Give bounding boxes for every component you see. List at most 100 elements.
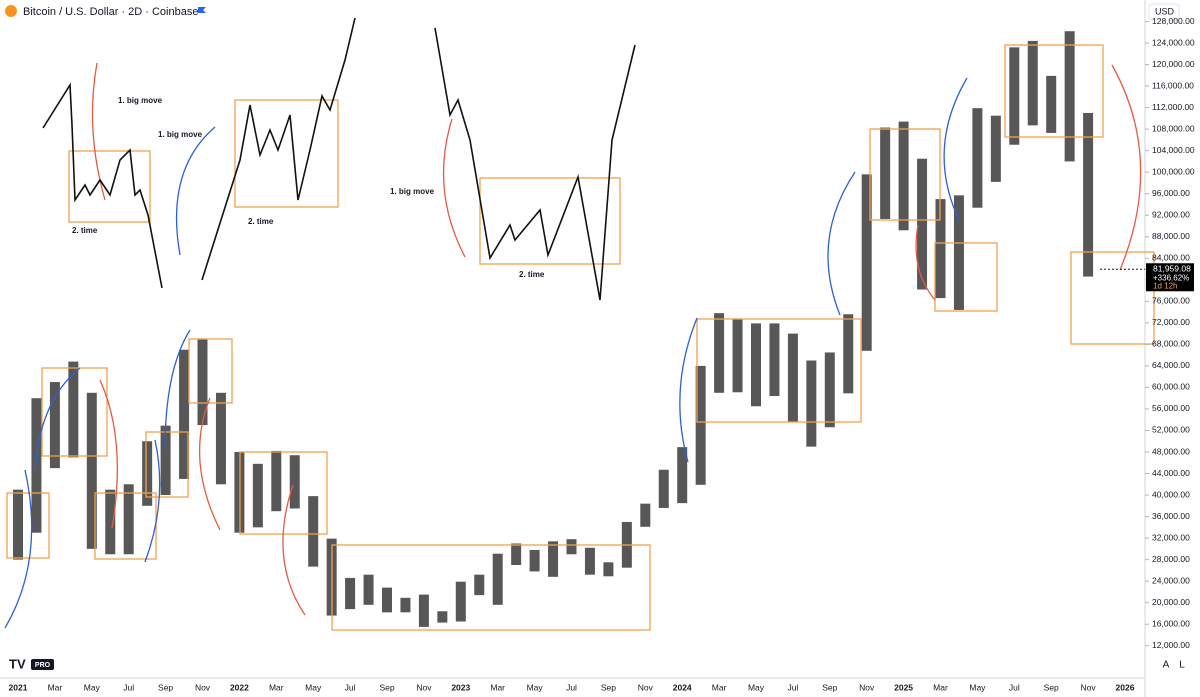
range-bar	[400, 597, 411, 613]
x-tick-label: 2025	[894, 682, 913, 692]
logo-text: PRO	[35, 662, 51, 669]
range-bar	[714, 313, 725, 393]
x-tick-label: Sep	[1044, 682, 1059, 692]
box	[188, 338, 233, 404]
x-tick-label: Mar	[48, 682, 63, 692]
y-tick-label: 64,000.00	[1152, 360, 1190, 370]
logo-mark: TV	[9, 656, 26, 671]
annotation: 2. time	[72, 226, 98, 235]
range-bar	[843, 314, 854, 394]
y-tick-label: 108,000.00	[1152, 123, 1195, 133]
scale-button[interactable]: A	[1163, 660, 1170, 671]
y-tick-label: 20,000.00	[1152, 597, 1190, 607]
arc	[99, 379, 118, 529]
change: +336.62%	[1153, 273, 1189, 282]
annotation: 2. time	[248, 217, 274, 226]
range-bar	[345, 577, 356, 610]
box	[6, 492, 50, 559]
chart-title[interactable]: Bitcoin / U.S. Dollar · 2D · Coinbase	[23, 6, 198, 18]
y-tick-label: 76,000.00	[1152, 296, 1190, 306]
y-tick-label: 112,000.00	[1152, 102, 1194, 112]
range-bar	[455, 581, 466, 622]
x-tick-label: Mar	[269, 682, 284, 692]
range-bar	[179, 349, 190, 479]
range-bar	[584, 547, 595, 575]
y-tick-label: 36,000.00	[1152, 511, 1190, 521]
range-bar	[492, 553, 503, 605]
box	[68, 150, 151, 223]
x-tick-label: Nov	[859, 682, 875, 692]
range-bar	[769, 323, 780, 397]
x-tick-label: Jul	[345, 682, 356, 692]
last-price: 81,959.08	[1153, 264, 1191, 274]
range-bar	[695, 365, 706, 485]
range-bar	[529, 549, 540, 572]
y-tick-label: 16,000.00	[1152, 618, 1190, 628]
range-bar	[824, 352, 835, 428]
range-bar	[787, 333, 798, 423]
y-tick-label: 32,000.00	[1152, 532, 1190, 542]
sketch	[434, 27, 636, 301]
x-tick-label: Nov	[416, 682, 432, 692]
box	[145, 431, 189, 498]
x-tick-label: 2021	[9, 682, 28, 692]
x-tick-label: Mar	[490, 682, 505, 692]
x-tick-label: 2026	[1116, 682, 1135, 692]
y-tick-label: 116,000.00	[1152, 80, 1194, 90]
x-tick-label: 2022	[230, 682, 249, 692]
sketches	[42, 17, 636, 301]
y-tick-label: 60,000.00	[1152, 382, 1190, 392]
range-bar	[31, 398, 42, 533]
arc	[91, 62, 106, 201]
flag[interactable]	[198, 7, 206, 13]
range-bar	[861, 174, 872, 351]
range-bar	[418, 594, 429, 627]
x-tick-label: May	[969, 682, 986, 692]
range-bar	[215, 392, 226, 485]
x-tick-label: Sep	[158, 682, 173, 692]
x-tick-label: May	[748, 682, 765, 692]
range-bar	[86, 392, 97, 549]
range-bar	[160, 425, 171, 496]
range-bar	[677, 447, 688, 504]
box	[869, 128, 941, 221]
range-bar	[271, 450, 282, 512]
arc	[164, 329, 191, 451]
y-tick-label: 56,000.00	[1152, 403, 1190, 413]
annotation: 1. big move	[118, 96, 163, 105]
annotation: 1. big move	[390, 187, 435, 196]
range-bar	[142, 441, 153, 506]
sketch	[42, 82, 163, 289]
y-tick-label: 48,000.00	[1152, 446, 1190, 456]
logo-badge	[31, 659, 54, 670]
countdown: 1d 12h	[1153, 281, 1177, 290]
x-tick-label: Sep	[822, 682, 837, 692]
arc	[282, 484, 306, 616]
currency-box[interactable]	[1148, 3, 1180, 21]
symbol-icon	[5, 5, 17, 17]
scale-button[interactable]: L	[1179, 660, 1185, 671]
range-bar	[953, 195, 964, 310]
y-tick-label: 72,000.00	[1152, 317, 1190, 327]
range-bar	[917, 158, 928, 290]
y-tick-label: 12,000.00	[1152, 640, 1190, 650]
x-tick-label: Jul	[787, 682, 798, 692]
range-bar	[1009, 47, 1020, 145]
x-tick-label: Jul	[123, 682, 134, 692]
box	[1004, 44, 1104, 138]
y-tick-label: 52,000.00	[1152, 425, 1190, 435]
range-bar	[105, 489, 116, 555]
currency[interactable]: USD	[1155, 6, 1175, 16]
range-bar	[566, 539, 577, 555]
range-bar	[806, 360, 817, 447]
y-tick-label: 88,000.00	[1152, 231, 1190, 241]
arc	[679, 317, 698, 463]
arc	[4, 469, 33, 629]
y-tick-label: 128,000.00	[1152, 16, 1195, 26]
y-tick-label: 40,000.00	[1152, 489, 1190, 499]
range-bar	[289, 455, 300, 509]
range-bar	[474, 574, 485, 596]
range-bar	[1046, 75, 1057, 133]
arcs	[4, 62, 1142, 629]
